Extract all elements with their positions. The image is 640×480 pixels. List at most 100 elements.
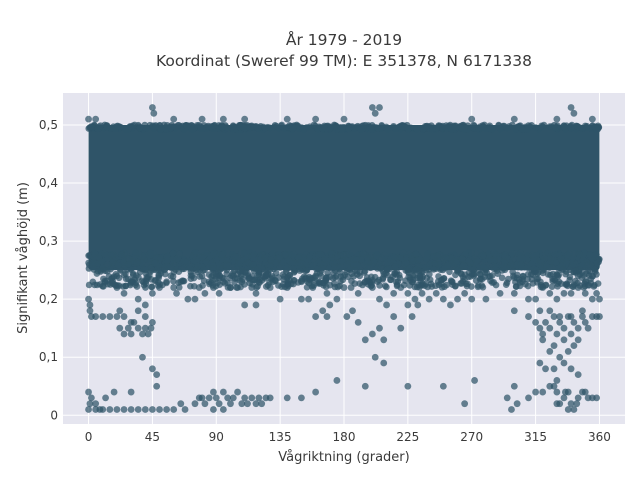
- data-point: [219, 388, 227, 396]
- dense-band-point: [578, 124, 586, 132]
- data-point: [397, 324, 405, 332]
- dense-band-point: [457, 280, 464, 287]
- dense-band-point: [328, 254, 336, 261]
- dense-band-point: [229, 123, 237, 130]
- dense-band-point: [478, 282, 486, 289]
- dense-band-point: [205, 271, 213, 279]
- data-point: [596, 313, 603, 320]
- data-point: [227, 284, 234, 291]
- data-point: [588, 295, 596, 303]
- x-tick-label: 135: [269, 430, 292, 444]
- data-point: [461, 400, 469, 408]
- data-point: [581, 278, 589, 286]
- data-point: [120, 289, 128, 297]
- data-point: [212, 394, 220, 402]
- data-point: [134, 406, 142, 413]
- dense-band-point: [376, 282, 383, 289]
- data-point: [244, 272, 251, 280]
- data-point: [567, 289, 575, 297]
- data-point: [513, 400, 521, 408]
- data-point: [574, 336, 582, 344]
- dense-band-point: [305, 273, 313, 281]
- dense-band-point: [114, 122, 121, 130]
- x-tick-labels: 0 45 90 135 180 225 270 315 360: [85, 430, 611, 444]
- dense-band-point: [490, 265, 498, 273]
- data-point: [219, 406, 227, 413]
- dense-band-point: [513, 261, 520, 269]
- data-point: [468, 295, 476, 303]
- dense-band-point: [468, 283, 475, 290]
- data-point: [85, 388, 92, 396]
- data-point: [312, 388, 320, 396]
- data-point: [215, 289, 223, 297]
- dense-band-point: [551, 251, 559, 259]
- data-point: [147, 324, 155, 332]
- data-point: [556, 318, 564, 326]
- dense-band-point: [391, 263, 399, 270]
- dense-band-point: [572, 122, 580, 130]
- data-point: [390, 313, 398, 320]
- data-point: [92, 115, 100, 123]
- dense-band-point: [548, 283, 556, 290]
- dense-band-point: [143, 275, 151, 283]
- dense-band-point: [402, 259, 410, 267]
- data-point: [305, 295, 312, 303]
- data-point: [96, 406, 104, 413]
- data-point: [252, 400, 260, 408]
- data-point: [266, 394, 274, 402]
- dense-band-point: [537, 259, 545, 266]
- data-point: [380, 336, 388, 344]
- dense-band-point: [428, 122, 435, 130]
- dense-band-point: [501, 259, 509, 266]
- data-point: [201, 400, 209, 408]
- data-point: [149, 406, 156, 413]
- data-point: [361, 278, 369, 286]
- data-point: [127, 406, 135, 413]
- dense-band-point: [374, 125, 382, 132]
- dense-band-point: [133, 272, 140, 279]
- data-point: [567, 330, 575, 338]
- dense-band-point: [290, 250, 297, 258]
- data-point: [298, 394, 305, 402]
- dense-band-point: [417, 277, 424, 284]
- data-point: [113, 406, 121, 413]
- data-point: [581, 289, 589, 297]
- data-point: [482, 295, 490, 303]
- dense-band-point: [345, 125, 352, 133]
- dense-band-point: [406, 276, 414, 284]
- dense-band-point: [560, 122, 568, 130]
- dense-band-point: [169, 250, 177, 257]
- dense-band-point: [267, 262, 274, 269]
- data-point: [347, 284, 355, 291]
- dense-band-point: [337, 278, 344, 285]
- dense-band-point: [296, 267, 304, 274]
- dense-band-point: [558, 262, 565, 270]
- data-point: [149, 318, 156, 326]
- data-point: [156, 284, 163, 291]
- data-point: [124, 324, 132, 332]
- dense-band-point: [413, 125, 420, 133]
- x-tick-label: 180: [333, 430, 356, 444]
- dense-band-point: [91, 249, 98, 257]
- dense-band-point: [187, 282, 194, 290]
- data-point: [86, 307, 94, 315]
- dense-band-point: [554, 273, 562, 280]
- dense-band-point: [93, 281, 101, 289]
- dense-band-point: [591, 266, 599, 273]
- dense-band-point: [456, 123, 464, 130]
- dense-band-point: [454, 266, 461, 274]
- data-point: [106, 313, 114, 320]
- dense-band-point: [240, 124, 247, 131]
- data-point: [134, 324, 142, 332]
- dense-band-point: [252, 123, 260, 130]
- data-point: [149, 365, 156, 373]
- data-point: [110, 388, 118, 396]
- dense-band-point: [557, 280, 565, 287]
- data-point: [383, 301, 390, 309]
- dense-band-point: [543, 263, 550, 270]
- data-point: [508, 406, 515, 413]
- dense-band-point: [386, 265, 393, 273]
- data-point: [510, 307, 518, 315]
- data-point: [184, 295, 192, 303]
- dense-band-point: [261, 124, 269, 132]
